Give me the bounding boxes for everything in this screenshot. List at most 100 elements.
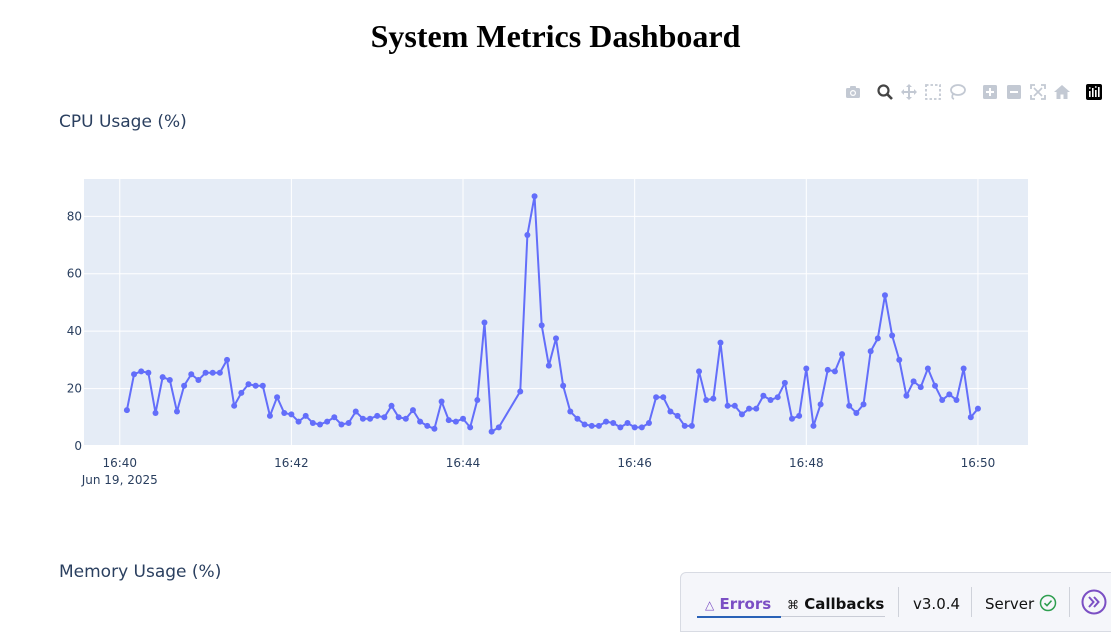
cpu-data-point[interactable]: [688, 422, 695, 429]
reset-axes-icon[interactable]: [1052, 82, 1072, 102]
cpu-data-point[interactable]: [302, 412, 309, 419]
cpu-data-point[interactable]: [231, 402, 238, 409]
cpu-data-point[interactable]: [703, 397, 710, 404]
cpu-data-point[interactable]: [874, 335, 881, 342]
cpu-data-point[interactable]: [488, 428, 495, 435]
cpu-data-point[interactable]: [624, 420, 631, 427]
cpu-data-point[interactable]: [338, 421, 345, 428]
cpu-data-point[interactable]: [910, 378, 917, 385]
cpu-data-point[interactable]: [309, 420, 316, 427]
cpu-data-point[interactable]: [395, 414, 402, 421]
cpu-data-point[interactable]: [152, 409, 159, 416]
cpu-data-point[interactable]: [831, 368, 838, 375]
cpu-data-point[interactable]: [538, 322, 545, 329]
cpu-data-point[interactable]: [367, 415, 374, 422]
cpu-data-point[interactable]: [696, 368, 703, 375]
cpu-data-point[interactable]: [345, 420, 352, 427]
cpu-data-point[interactable]: [731, 402, 738, 409]
cpu-data-point[interactable]: [438, 398, 445, 405]
plotly-logo[interactable]: [1084, 82, 1104, 102]
cpu-data-point[interactable]: [188, 371, 195, 378]
cpu-data-point[interactable]: [603, 418, 610, 425]
cpu-data-point[interactable]: [724, 402, 731, 409]
cpu-data-point[interactable]: [638, 424, 645, 431]
cpu-data-point[interactable]: [166, 376, 173, 383]
cpu-data-point[interactable]: [789, 415, 795, 422]
cpu-data-point[interactable]: [660, 394, 667, 401]
cpu-data-point[interactable]: [331, 414, 338, 421]
cpu-data-point[interactable]: [252, 382, 259, 389]
cpu-data-point[interactable]: [846, 402, 853, 409]
cpu-data-point[interactable]: [123, 407, 130, 414]
cpu-data-point[interactable]: [259, 382, 266, 389]
cpu-data-point[interactable]: [953, 397, 960, 404]
cpu-data-point[interactable]: [388, 402, 395, 409]
cpu-data-point[interactable]: [817, 401, 824, 408]
camera-icon[interactable]: [843, 82, 863, 102]
box-select-icon[interactable]: [923, 82, 943, 102]
cpu-data-point[interactable]: [574, 415, 581, 422]
cpu-data-point[interactable]: [173, 408, 180, 415]
cpu-data-point[interactable]: [746, 405, 753, 412]
cpu-data-point[interactable]: [903, 392, 910, 399]
cpu-usage-chart[interactable]: 0 20 40 60 80 16:40 Jun 19, 2025 16:42 16:44 16:4…: [0, 140, 1111, 500]
zoom-in-icon[interactable]: [980, 82, 1000, 102]
cpu-data-point[interactable]: [131, 371, 138, 378]
cpu-data-point[interactable]: [424, 422, 431, 429]
cpu-data-point[interactable]: [681, 422, 688, 429]
cpu-data-point[interactable]: [145, 369, 152, 376]
cpu-data-point[interactable]: [839, 351, 846, 358]
cpu-data-point[interactable]: [588, 422, 595, 429]
cpu-data-point[interactable]: [359, 415, 366, 422]
cpu-data-point[interactable]: [202, 369, 209, 376]
autoscale-icon[interactable]: [1028, 82, 1048, 102]
cpu-data-point[interactable]: [295, 418, 302, 425]
cpu-data-point[interactable]: [595, 422, 602, 429]
cpu-data-point[interactable]: [896, 356, 903, 363]
cpu-data-point[interactable]: [352, 408, 359, 415]
cpu-data-point[interactable]: [710, 395, 717, 402]
cpu-data-point[interactable]: [524, 231, 531, 238]
cpu-data-point[interactable]: [889, 332, 896, 339]
lasso-icon[interactable]: [947, 82, 967, 102]
cpu-data-point[interactable]: [753, 405, 760, 412]
cpu-data-point[interactable]: [810, 422, 817, 429]
callbacks-tab[interactable]: ⌘ Callbacks: [787, 595, 884, 613]
cpu-data-point[interactable]: [374, 412, 381, 419]
cpu-data-point[interactable]: [181, 382, 188, 389]
cpu-data-point[interactable]: [924, 365, 931, 372]
cpu-data-point[interactable]: [517, 388, 524, 395]
cpu-data-point[interactable]: [445, 417, 452, 424]
cpu-data-point[interactable]: [324, 418, 331, 425]
cpu-data-point[interactable]: [760, 392, 767, 399]
cpu-data-point[interactable]: [653, 394, 660, 401]
cpu-data-point[interactable]: [431, 425, 438, 432]
cpu-data-point[interactable]: [281, 409, 288, 416]
cpu-data-point[interactable]: [266, 412, 273, 419]
cpu-data-point[interactable]: [567, 408, 574, 415]
cpu-data-point[interactable]: [781, 379, 788, 386]
zoom-icon[interactable]: [875, 82, 895, 102]
cpu-data-point[interactable]: [495, 424, 502, 431]
cpu-data-point[interactable]: [939, 397, 946, 404]
cpu-data-point[interactable]: [617, 424, 624, 431]
cpu-data-point[interactable]: [853, 409, 860, 416]
cpu-data-point[interactable]: [774, 394, 781, 401]
pan-icon[interactable]: [899, 82, 919, 102]
cpu-data-point[interactable]: [545, 362, 552, 369]
cpu-data-point[interactable]: [381, 414, 388, 421]
cpu-data-point[interactable]: [402, 415, 409, 422]
cpu-data-point[interactable]: [460, 415, 467, 422]
cpu-data-point[interactable]: [467, 424, 474, 431]
cpu-data-point[interactable]: [917, 384, 924, 391]
cpu-data-point[interactable]: [581, 421, 588, 428]
cpu-data-point[interactable]: [481, 319, 488, 326]
cpu-data-point[interactable]: [881, 292, 888, 299]
cpu-data-point[interactable]: [317, 421, 323, 428]
cpu-data-point[interactable]: [560, 382, 567, 389]
expand-chevrons-icon[interactable]: [1081, 589, 1107, 615]
cpu-data-point[interactable]: [803, 365, 810, 372]
cpu-data-point[interactable]: [645, 420, 652, 427]
cpu-data-point[interactable]: [631, 424, 638, 431]
cpu-data-point[interactable]: [245, 381, 252, 388]
